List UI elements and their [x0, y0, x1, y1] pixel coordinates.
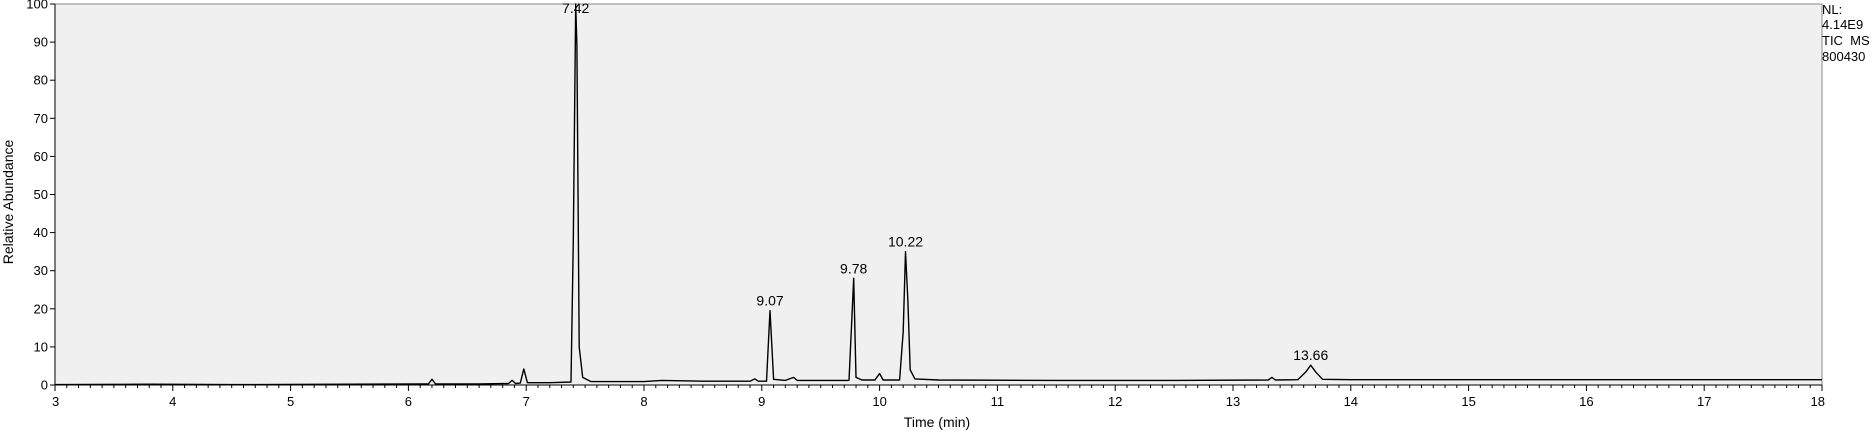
x-tick-label: 15 — [1461, 394, 1475, 409]
peak-label-layer: 7.42 9.07 9.78 10.22 13.66 — [562, 0, 1328, 363]
y-tick-label: 50 — [34, 187, 48, 202]
x-tick-label: 14 — [1344, 394, 1358, 409]
y-tick-label: 40 — [34, 225, 48, 240]
peak-label: 9.07 — [756, 293, 783, 309]
x-tick-label: 6 — [405, 394, 412, 409]
y-tick-label: 100 — [26, 0, 48, 12]
x-axis-title: Time (min) — [904, 414, 970, 430]
x-tick-label: 17 — [1697, 394, 1711, 409]
info-normalization-value: 4.14E9 — [1822, 17, 1863, 32]
info-scan-filter: TIC MS — [1822, 33, 1870, 48]
y-tick-label: 20 — [34, 301, 48, 316]
info-normalization-label: NL: — [1822, 2, 1842, 17]
y-tick-label: 30 — [34, 263, 48, 278]
x-tick-label: 11 — [991, 394, 1005, 409]
y-tick-label: 0 — [41, 378, 48, 393]
x-tick-label: 10 — [872, 394, 886, 409]
y-tick-label: 10 — [34, 339, 48, 354]
info-sample-id: 800430 — [1822, 49, 1865, 64]
peak-label: 7.42 — [562, 0, 589, 16]
x-tick-label: 13 — [1226, 394, 1240, 409]
x-tick-label: 8 — [640, 394, 647, 409]
y-tick-label: 80 — [34, 73, 48, 88]
peak-label: 9.78 — [840, 260, 867, 276]
x-tick-label: 3 — [52, 394, 59, 409]
tick-layer: 0 10 20 30 40 50 60 70 80 90 100 3 4 5 6 7 8 9 10 11 12 13 14 1… — [26, 0, 1825, 409]
x-tick-label: 7 — [523, 394, 530, 409]
y-axis-title: Relative Abundance — [0, 140, 16, 265]
peak-label: 10.22 — [888, 234, 923, 250]
plot-background — [54, 3, 1823, 386]
x-tick-label: 9 — [758, 394, 765, 409]
x-tick-label: 18 — [1811, 394, 1825, 409]
y-tick-label: 70 — [34, 111, 48, 126]
x-tick-label: 4 — [169, 394, 176, 409]
x-tick-label: 16 — [1579, 394, 1593, 409]
x-tick-label: 5 — [287, 394, 294, 409]
peak-label: 13.66 — [1293, 347, 1328, 363]
tic-trace-line — [54, 3, 1822, 386]
y-tick-label: 90 — [34, 35, 48, 50]
x-tick-label: 12 — [1108, 394, 1122, 409]
y-tick-label: 60 — [34, 149, 48, 164]
